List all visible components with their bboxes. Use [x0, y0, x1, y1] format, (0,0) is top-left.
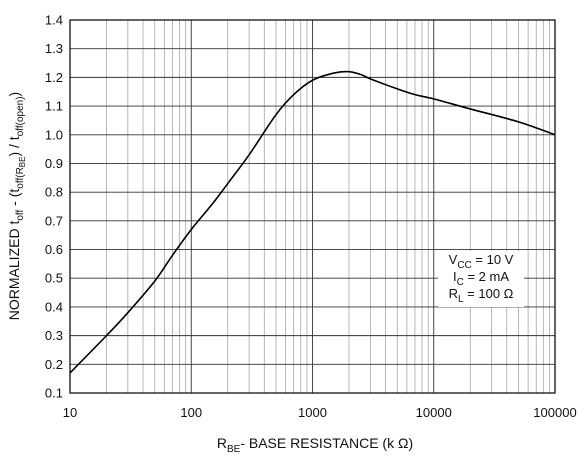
x-tick-label: 10000	[416, 405, 452, 420]
y-axis-title-part: )	[6, 92, 22, 97]
x-tick-labels: 10 100 1000 10000 100000	[63, 405, 577, 420]
x-axis-title-subscript: BE	[227, 444, 241, 455]
y-axis-title-subscript: off(open)	[15, 96, 26, 136]
y-tick-label: 0.1	[45, 386, 63, 401]
x-tick-label: 100	[180, 405, 202, 420]
annotation-line-rl: RL = 100 Ω	[449, 286, 514, 305]
annotation-value: = 100 Ω	[464, 286, 514, 301]
annotation-line-vcc: VCC = 10 V	[449, 252, 514, 271]
y-axis-title-subscript: BE	[18, 157, 27, 168]
y-tick-label: 0.2	[45, 357, 63, 372]
y-axis-title-subscript: off	[15, 209, 26, 220]
annotation-value: = 2 mA	[464, 269, 509, 284]
x-tick-label: 100000	[533, 405, 576, 420]
annotation-background	[438, 251, 524, 307]
y-tick-label: 0.7	[45, 213, 63, 228]
y-tick-label: 1.4	[45, 13, 63, 28]
y-axis-title-subscript: off(R	[15, 167, 26, 189]
y-tick-label: 1.1	[45, 99, 63, 114]
series-layer	[69, 70, 556, 374]
y-axis-title: NORMALIZED toff - (toff(RBE) / toff(open…	[6, 92, 27, 320]
y-tick-label: 1.2	[45, 70, 63, 85]
x-axis-title: RBE- BASE RESISTANCE (k Ω)	[217, 435, 413, 455]
y-tick-label: 0.9	[45, 156, 63, 171]
x-axis-title-text: - BASE RESISTANCE (k Ω)	[240, 435, 413, 451]
y-tick-label: 1.0	[45, 127, 63, 142]
y-tick-label: 0.6	[45, 242, 63, 257]
y-tick-label: 0.8	[45, 185, 63, 200]
y-axis-title-part: ) / t	[6, 136, 22, 156]
x-tick-label: 1000	[298, 405, 327, 420]
plot-frame	[69, 19, 556, 394]
annotation-symbol: I	[453, 269, 457, 284]
annotation-symbol: V	[449, 252, 458, 267]
y-axis-title-part: NORMALIZED t	[6, 221, 22, 321]
x-tick-label: 10	[63, 405, 77, 420]
series-line	[69, 70, 556, 374]
annotation-subscript: CC	[457, 260, 471, 271]
y-axis-title-part: - (t	[6, 189, 22, 210]
y-tick-labels: 0.1 0.2 0.3 0.4 0.5 0.6 0.7 0.8 0.9 1.0 1.1 1.2 1.3 1…	[45, 13, 63, 401]
x-axis-title-symbol: R	[217, 435, 227, 451]
y-tick-label: 1.3	[45, 41, 63, 56]
annotation-symbol: R	[449, 286, 458, 301]
minor-gridlines	[106, 20, 550, 393]
y-tick-label: 0.4	[45, 299, 63, 314]
annotation-subscript: C	[457, 277, 464, 288]
annotation: VCC = 10 V IC = 2 mA RL = 100 Ω	[449, 252, 514, 305]
annotation-subscript: L	[458, 294, 464, 305]
y-tick-label: 0.5	[45, 271, 63, 286]
y-tick-label: 0.3	[45, 328, 63, 343]
annotation-value: = 10 V	[472, 252, 514, 267]
annotation-line-ic: IC = 2 mA	[453, 269, 509, 288]
